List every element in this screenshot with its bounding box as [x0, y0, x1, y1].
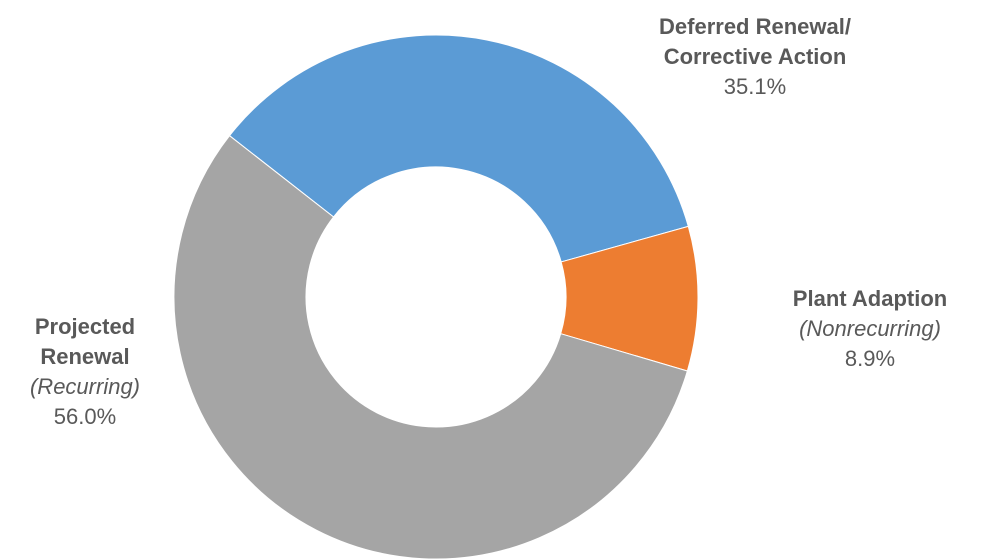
donut-slice-2: [173, 134, 688, 559]
slice-label-plant-adaption: Plant Adaption (Nonrecurring) 8.9%: [760, 284, 980, 374]
slice-subtitle: (Nonrecurring): [799, 316, 941, 341]
slice-value-label: 35.1%: [723, 74, 787, 99]
slice-label-deferred-renewal: Deferred Renewal/ Corrective Action 35.1…: [585, 12, 925, 102]
slice-name-line: Deferred Renewal/: [659, 14, 851, 39]
slice-name-line: Renewal: [40, 344, 130, 369]
donut-slice-0: [228, 34, 689, 263]
slice-name-line: Projected: [34, 314, 136, 339]
slice-subtitle: (Recurring): [29, 374, 141, 399]
slice-name-line: Plant Adaption: [792, 286, 948, 311]
slice-value-label: 8.9%: [844, 346, 896, 371]
slice-label-projected-renewal: Projected Renewal (Recurring) 56.0%: [0, 312, 170, 432]
slice-name-line: Corrective Action: [663, 44, 847, 69]
slice-value-label: 56.0%: [53, 404, 117, 429]
